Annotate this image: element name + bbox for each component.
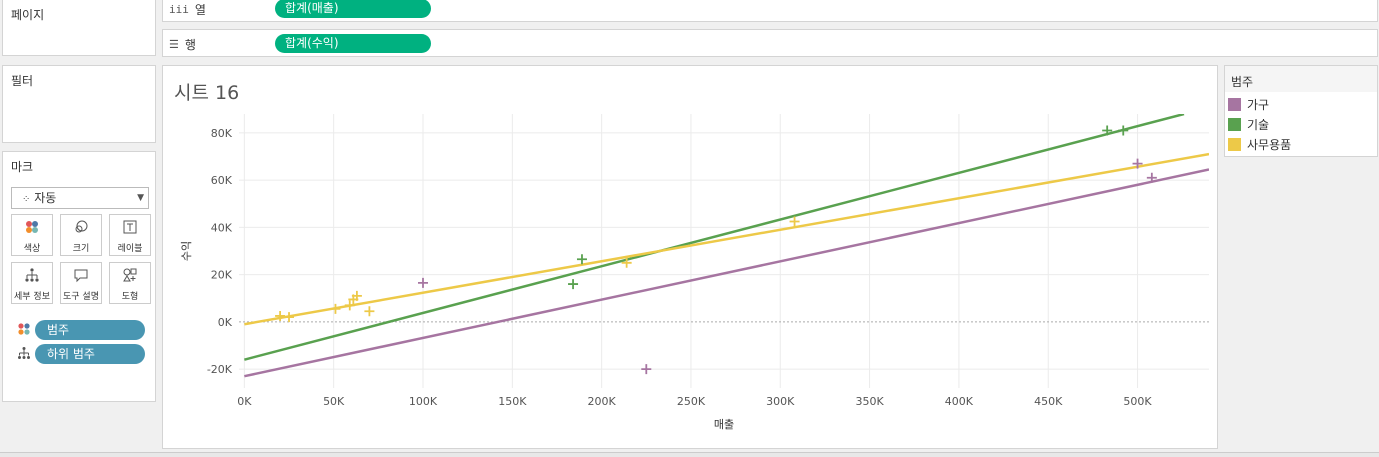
detail-button[interactable]: 세부 정보 [11, 262, 53, 304]
pages-panel[interactable]: 페이지 [2, 0, 156, 56]
legend-swatch [1228, 97, 1241, 111]
x-tick-label: 200K [588, 395, 617, 408]
rows-icon: ☰ [169, 38, 179, 51]
tooltip-button[interactable]: 도구 설명 [60, 262, 102, 304]
trend-line [244, 114, 1185, 361]
columns-pill[interactable]: 합계(매출) [275, 0, 431, 18]
color-button[interactable]: 색상 [11, 214, 53, 256]
label-icon [110, 219, 150, 241]
x-tick-label: 100K [409, 395, 438, 408]
legend-title: 범주 [1231, 75, 1254, 89]
pages-title: 페이지 [11, 8, 45, 22]
size-icon [61, 219, 101, 241]
color-icon [12, 219, 52, 241]
rows-pill[interactable]: 합계(수익) [275, 34, 431, 53]
label-button[interactable]: 레이블 [109, 214, 151, 256]
y-tick-label: 40K [211, 221, 233, 234]
data-point [344, 300, 355, 311]
y-axis-title: 수익 [180, 241, 193, 261]
rows-shelf-label: ☰ 행 [169, 38, 196, 52]
data-point [568, 279, 579, 290]
legend-item-furniture[interactable]: 가구 [1228, 96, 1269, 112]
legend-item-office-supplies[interactable]: 사무용품 [1228, 136, 1291, 152]
filters-title: 필터 [11, 74, 34, 88]
y-tick-label: 0K [218, 316, 233, 329]
sheet-title: 시트 16 [174, 82, 240, 104]
x-tick-label: 400K [945, 395, 974, 408]
x-tick-label: 250K [677, 395, 706, 408]
y-tick-label: 60K [211, 174, 233, 187]
rows-shelf[interactable]: ☰ 행 합계(수익) [162, 29, 1378, 57]
shapes-icon: ⁘ [22, 194, 31, 205]
scatter-chart[interactable]: 0K 50K 100K 150K 200K 250K 300K 350K 400K 450K 500… [163, 66, 1217, 448]
marks-title: 마크 [11, 160, 34, 174]
data-point [284, 312, 295, 323]
x-axis-title: 매출 [714, 418, 734, 431]
trend-line [244, 168, 1209, 378]
data-point [275, 310, 286, 321]
data-point [621, 257, 632, 268]
y-tick-label: -20K [207, 363, 233, 376]
data-point [1132, 158, 1143, 169]
y-tick-label: 20K [211, 269, 233, 282]
legend-header: 범주 [1225, 66, 1377, 92]
worksheet-view: 시트 16 0K 50K 100K 150K 200K 250K 300K 350K 400K 4… [162, 65, 1218, 449]
columns-icon: iii [169, 3, 189, 16]
x-tick-label: 0K [237, 395, 252, 408]
x-tick-label: 450K [1034, 395, 1063, 408]
data-point [351, 290, 362, 301]
size-button[interactable]: 크기 [60, 214, 102, 256]
data-point [1118, 125, 1129, 136]
mark-type-dropdown[interactable]: ⁘ 자동 ▼ [11, 187, 149, 209]
marks-panel: 마크 ⁘ 자동 ▼ 색상 크기 레이블 세부 정보 도구 설명 [2, 151, 156, 402]
category-color-pill[interactable]: 범주 [35, 320, 145, 340]
subcategory-detail-pill[interactable]: 하위 범주 [35, 344, 145, 364]
tooltip-icon [61, 267, 101, 289]
chevron-down-icon: ▼ [137, 193, 144, 203]
data-point [330, 303, 341, 314]
y-tick-label: 80K [211, 127, 233, 140]
x-tick-label: 300K [766, 395, 795, 408]
detail-icon [12, 267, 52, 289]
columns-shelf[interactable]: iii 열 합계(매출) [162, 0, 1378, 22]
legend-swatch [1228, 117, 1241, 131]
data-point [1146, 172, 1157, 183]
detail-tree-icon [17, 346, 31, 363]
data-point [1102, 125, 1113, 136]
x-tick-label: 150K [498, 395, 527, 408]
color-dots-icon [17, 322, 31, 339]
data-point [789, 216, 800, 227]
x-tick-label: 350K [855, 395, 884, 408]
x-tick-label: 50K [323, 395, 345, 408]
legend-swatch [1228, 137, 1241, 151]
data-point [641, 364, 652, 375]
data-point [364, 306, 375, 317]
columns-shelf-label: iii 열 [169, 3, 206, 17]
sheet-tabs-strip [0, 452, 1379, 457]
data-point [576, 254, 587, 265]
trend-line [244, 152, 1209, 326]
data-point [417, 277, 428, 288]
shape-button[interactable]: 도형 [109, 262, 151, 304]
legend-item-technology[interactable]: 기술 [1228, 116, 1269, 132]
x-tick-label: 500K [1123, 395, 1152, 408]
shape-icon [110, 267, 150, 289]
filters-panel[interactable]: 필터 [2, 65, 156, 143]
category-legend: 범주 가구 기술 사무용품 [1224, 65, 1378, 157]
